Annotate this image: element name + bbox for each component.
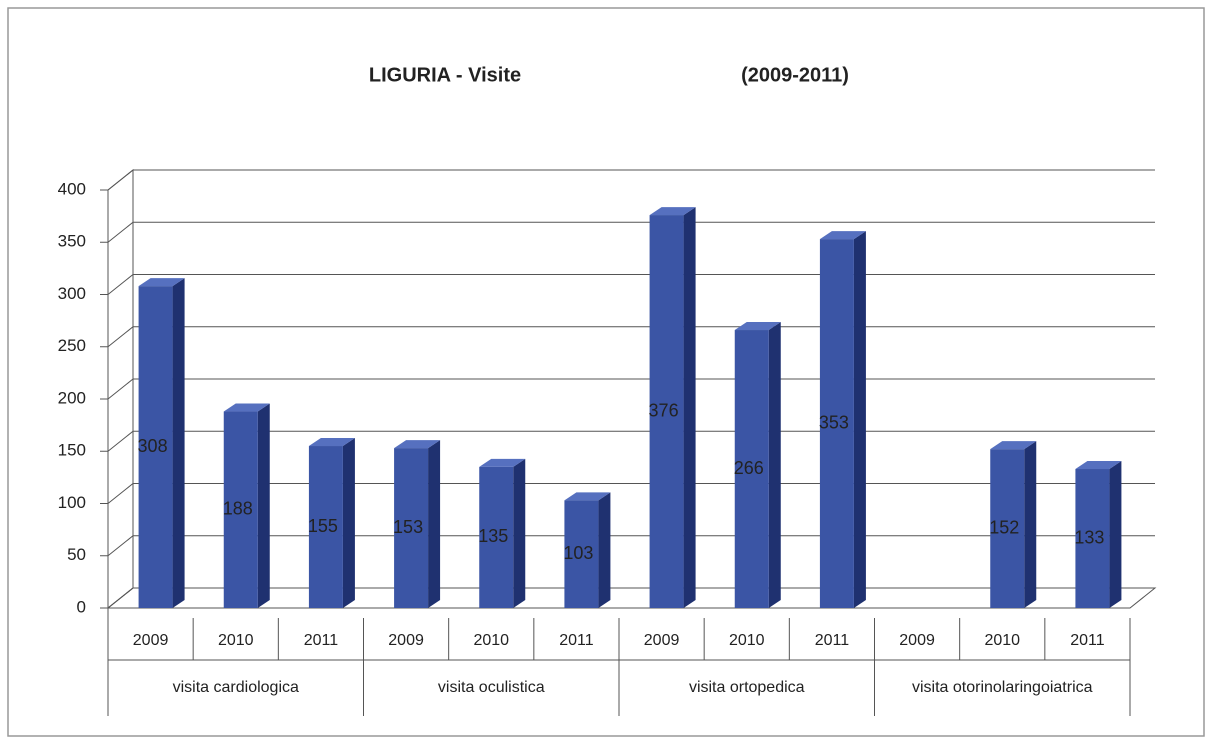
bar-top [990,441,1037,450]
bar-side [1024,441,1037,608]
bar-side [172,278,185,608]
x-tick-label: 2009 [388,632,424,649]
bar [734,330,769,608]
bar [564,500,599,608]
bar [138,286,173,608]
data-label: 135 [478,526,508,546]
grid-line [107,169,1155,191]
chart-subtitle: (2009-2011) [741,64,849,86]
grid-line [107,378,1155,400]
y-tick-label: 400 [58,179,86,198]
bar [394,448,429,608]
x-tick-label: 2009 [133,632,169,649]
x-tick-label: 2011 [815,632,850,649]
group-label-text: visita otorinolaringoiatrica [911,679,1093,696]
bar [1075,469,1110,608]
grid-line [107,274,1155,295]
bar-top [649,207,696,216]
grid-line [107,326,1155,348]
grid-line [107,221,1155,243]
bar-top [564,492,611,501]
bar-side [342,438,355,608]
group-label: visita ortopedica [619,660,875,716]
data-label: 308 [138,436,168,456]
bar [223,411,258,608]
bar-top [479,458,526,467]
group-label: visita cardiologica [108,660,364,716]
x-tick-label: 2010 [984,632,1020,649]
bar-top [1075,461,1122,470]
bar-side [513,458,526,608]
bar [479,466,514,608]
bar-side [853,231,866,609]
chart-frame [7,7,1205,737]
group-label: visita oculistica [364,660,620,716]
bar-top [138,278,185,287]
x-tick-label: 2010 [218,632,254,649]
y-tick-label: 350 [58,232,86,251]
y-tick-label: 200 [58,388,86,407]
data-label: 133 [1074,527,1104,547]
bar-top [734,322,781,331]
grid-line [107,587,1155,609]
grid-line [107,430,1155,452]
x-tick-label: 2009 [899,632,935,649]
x-tick-label: 2011 [1070,632,1105,649]
x-tick-label: 2010 [473,632,509,649]
bar-top [394,440,441,449]
x-tick-label: 2009 [644,632,680,649]
y-tick-label: 250 [58,336,86,355]
bar-side [598,492,611,608]
bar [649,215,684,608]
y-tick-label: 0 [77,597,86,616]
data-label: 266 [734,458,764,478]
y-tick-label: 50 [67,545,86,564]
bar-top [223,403,270,412]
bar-side [1109,461,1122,608]
y-tick-label: 150 [58,441,86,460]
bar [990,449,1025,608]
y-tick-label: 300 [58,284,86,303]
y-tick-label: 100 [58,493,86,512]
group-label-text: visita ortopedica [688,679,805,696]
bar-side [768,322,781,608]
bar [819,239,854,609]
bar-side [428,440,441,608]
bar-side [257,403,270,608]
data-label: 153 [393,517,423,537]
bar-top [308,438,355,447]
data-label: 353 [819,412,849,432]
bar-side [683,207,696,608]
bar-top [819,231,866,240]
group-label-text: visita oculistica [437,679,545,696]
x-tick-label: 2011 [304,632,339,649]
data-label: 376 [649,400,679,420]
x-tick-label: 2011 [559,632,594,649]
bar [308,446,343,608]
data-label: 188 [223,499,253,519]
group-label-text: visita cardiologica [172,679,299,696]
grid-line [107,535,1155,557]
data-label: 155 [308,516,338,536]
data-label: 152 [989,517,1019,537]
data-label: 103 [563,543,593,563]
chart-title: LIGURIA - Visite [369,64,521,86]
grid-line [107,483,1155,504]
group-label: visita otorinolaringoiatrica [875,660,1131,716]
x-tick-label: 2010 [729,632,765,649]
